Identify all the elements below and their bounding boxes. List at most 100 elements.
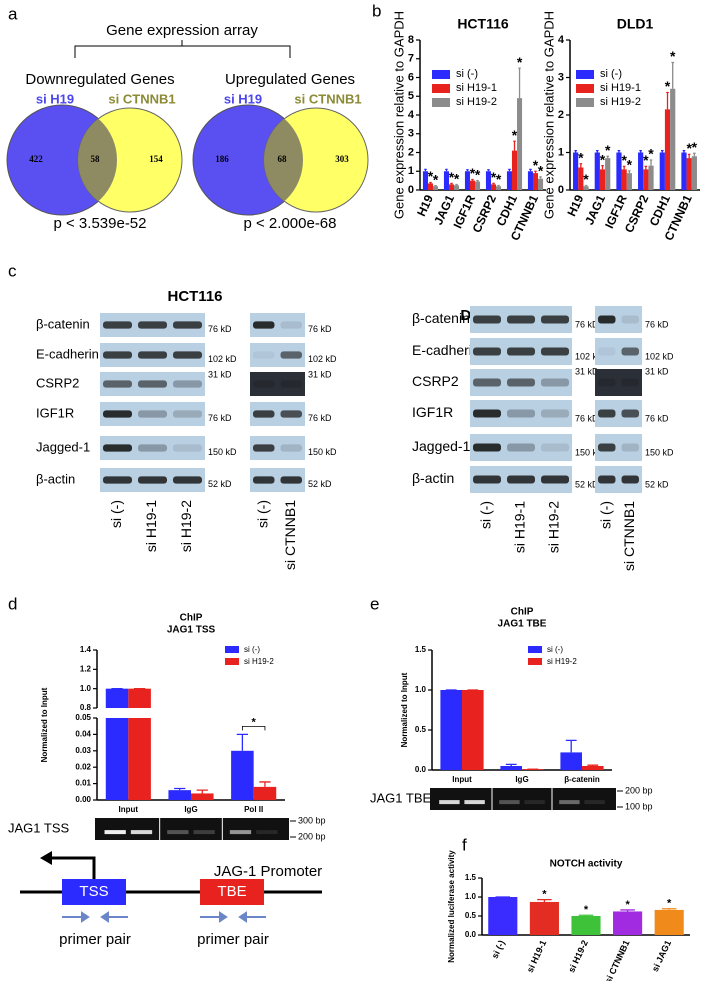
tss-label: TSS xyxy=(79,883,108,900)
y-tick-label: 1 xyxy=(558,146,564,158)
size-marker: 52 kD xyxy=(575,479,599,489)
blot-band xyxy=(138,321,167,329)
blot-band xyxy=(541,443,569,452)
bar xyxy=(578,167,584,190)
significance: * xyxy=(433,171,439,187)
bar xyxy=(128,718,151,800)
legend-label: si H19-1 xyxy=(456,82,497,94)
protein-label: Jagged-1 xyxy=(36,439,90,454)
blot-band xyxy=(103,410,132,418)
significance: * xyxy=(449,169,455,185)
error-bar xyxy=(661,149,664,153)
lane-label: si CTNNB1 xyxy=(282,500,298,570)
legend-swatch xyxy=(576,84,594,93)
legend-label: si (-) xyxy=(244,645,260,654)
size-marker: 52 kD xyxy=(308,479,332,489)
bar xyxy=(599,169,606,190)
bar xyxy=(529,901,559,935)
size-marker: 102 kD xyxy=(308,354,337,364)
significance: * xyxy=(428,168,434,184)
error-bar xyxy=(606,155,609,159)
error-bar xyxy=(596,149,599,153)
gel-marker: 100 bp xyxy=(625,801,653,811)
blot-band xyxy=(621,475,639,484)
significance: * xyxy=(665,78,671,94)
size-marker: 102 kD xyxy=(208,354,237,364)
gel-band xyxy=(229,830,252,835)
y-tick-label: 1 xyxy=(408,165,414,177)
y-tick-label: 0.8 xyxy=(80,703,92,712)
significance: * xyxy=(621,152,627,168)
bar xyxy=(427,183,434,190)
lane-label: si H19-1 xyxy=(143,500,159,552)
venn-overlap xyxy=(264,108,303,212)
bar xyxy=(686,158,692,190)
bar xyxy=(582,766,604,770)
significance: * xyxy=(686,140,692,156)
error-bar xyxy=(259,781,271,787)
legend-label: si (-) xyxy=(547,645,563,654)
significance: * xyxy=(648,146,654,162)
chart-title: DLD1 xyxy=(617,16,654,32)
bar xyxy=(664,109,671,190)
y-tick-label: 6 xyxy=(408,71,414,83)
error-bar xyxy=(487,169,490,172)
error-bar xyxy=(471,178,474,181)
significance: * xyxy=(533,157,539,173)
blot-band xyxy=(173,444,202,452)
gel-band xyxy=(559,800,580,805)
blot-band xyxy=(541,347,569,356)
blot-band xyxy=(507,409,535,418)
y-tick-label: 4 xyxy=(408,109,415,121)
gel-marker: 200 bp xyxy=(298,831,326,841)
error-bar xyxy=(620,909,635,912)
x-tick-label: IgG xyxy=(515,775,528,784)
tbe-box xyxy=(200,879,264,905)
gel-label: JAG1 TSS xyxy=(8,820,70,835)
y-tick-label: 0 xyxy=(558,184,564,196)
promoter-diagram: JAG-1 Promoter TSS TBE primer pair prime… xyxy=(20,851,322,948)
legend-swatch xyxy=(432,70,450,79)
bar xyxy=(496,186,502,190)
legend-swatch xyxy=(576,98,594,107)
blot-strip xyxy=(250,372,305,396)
bar xyxy=(613,911,643,935)
venn-count: 58 xyxy=(91,154,101,164)
blot-band xyxy=(598,475,616,484)
y-tick-label: 1.5 xyxy=(415,645,427,654)
significance: * xyxy=(538,163,544,179)
size-marker: 31 kD xyxy=(575,366,599,376)
blot-band xyxy=(253,444,275,452)
blot-band xyxy=(280,321,302,329)
blot-band xyxy=(473,475,501,484)
y-tick-label: 1.2 xyxy=(80,664,92,673)
legend-swatch xyxy=(528,646,542,653)
protein-label: IGF1R xyxy=(36,405,74,420)
gel-band xyxy=(167,830,189,835)
blot-band xyxy=(473,315,501,324)
bar xyxy=(691,156,697,190)
error-bar xyxy=(450,182,453,185)
venn-count: 186 xyxy=(215,154,229,164)
bar xyxy=(626,173,632,190)
bar xyxy=(433,186,439,190)
venn-title: Gene expression array xyxy=(106,22,258,39)
panel-label: f xyxy=(462,835,467,854)
blot-band xyxy=(621,443,639,452)
gel-marker: 200 bp xyxy=(625,785,653,795)
x-tick-label: H19 xyxy=(564,192,586,218)
blot-band xyxy=(473,409,501,418)
y-tick-label: 0.0 xyxy=(465,930,477,939)
size-marker: 76 kD xyxy=(208,324,232,334)
error-bar xyxy=(466,169,469,172)
legend-label: si H19-1 xyxy=(600,82,641,94)
tbe-label: TBE xyxy=(217,883,246,900)
legend-label: si H19-2 xyxy=(600,96,641,108)
size-marker: 31 kD xyxy=(208,369,232,379)
size-marker: 31 kD xyxy=(645,366,669,376)
venn-overlap xyxy=(78,108,117,212)
blot-band xyxy=(253,476,275,484)
gel-band xyxy=(464,800,485,805)
bar xyxy=(485,171,491,190)
